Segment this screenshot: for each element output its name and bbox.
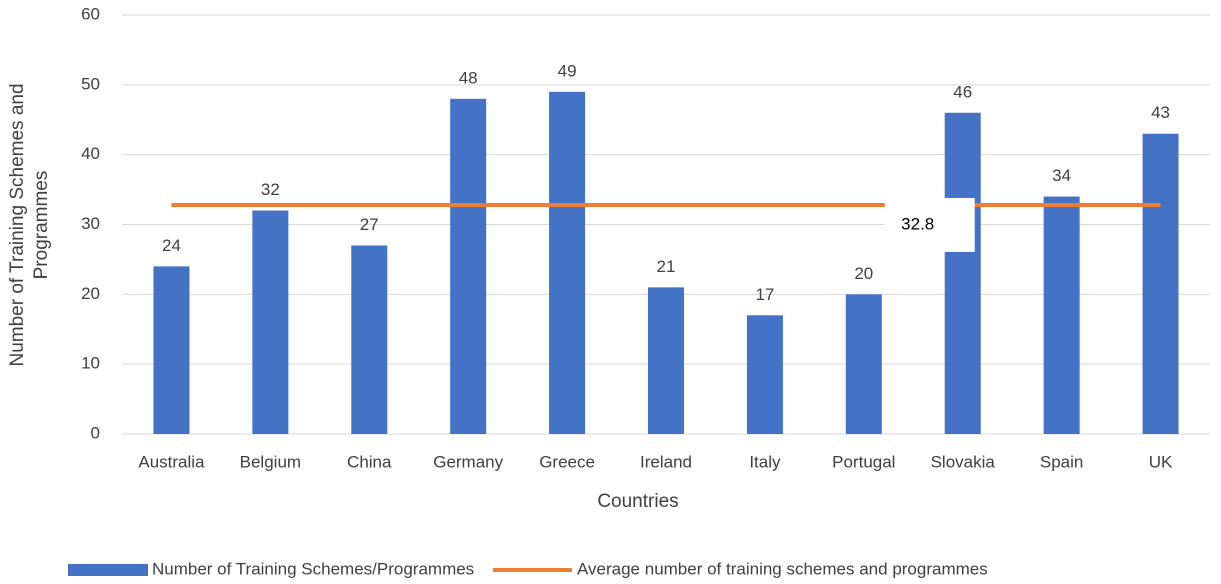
y-tick-label: 30 <box>81 214 100 233</box>
x-tick-label: Greece <box>539 452 595 471</box>
data-label-box <box>884 197 975 252</box>
data-label: 17 <box>755 285 774 304</box>
bar <box>252 210 289 434</box>
x-tick-label: Australia <box>138 452 205 471</box>
x-axis-title: Countries <box>597 491 678 512</box>
bar <box>944 112 981 435</box>
bar <box>1043 196 1080 434</box>
bar <box>351 245 388 434</box>
x-tick-label: Portugal <box>832 452 895 471</box>
data-label: 34 <box>1052 166 1071 185</box>
x-tick-label: Italy <box>749 452 781 471</box>
x-tick-label: Slovakia <box>931 452 996 471</box>
data-label: 49 <box>558 61 577 80</box>
bar <box>153 266 190 434</box>
data-label: 27 <box>360 215 379 234</box>
data-label: 32.8 <box>901 214 934 233</box>
y-tick-label: 0 <box>91 423 100 442</box>
data-label: 32 <box>261 180 280 199</box>
data-label: 46 <box>953 82 972 101</box>
bar <box>1142 133 1179 434</box>
bar <box>648 287 684 434</box>
data-label: 43 <box>1151 103 1170 122</box>
x-tick-label: Ireland <box>640 452 692 471</box>
legend-swatch <box>68 564 148 576</box>
y-tick-label: 50 <box>81 74 100 93</box>
y-tick-label: 60 <box>81 4 100 23</box>
bar <box>450 98 487 435</box>
y-tick-label: 10 <box>81 354 100 373</box>
bar <box>845 294 882 434</box>
x-tick-label: Spain <box>1040 452 1083 471</box>
y-axis-title: Programmes <box>31 171 52 280</box>
bar <box>746 315 783 434</box>
legend-label: Average number of training schemes and p… <box>577 559 988 578</box>
y-tick-label: 40 <box>81 144 100 163</box>
data-label: 21 <box>657 257 676 276</box>
y-axis-title: Number of Training Schemes and <box>7 83 28 366</box>
legend-label: Number of Training Schemes/Programmes <box>152 559 474 578</box>
x-tick-label: China <box>347 452 392 471</box>
x-tick-label: Germany <box>433 452 503 471</box>
data-label: 20 <box>854 264 873 283</box>
x-tick-label: UK <box>1149 452 1173 471</box>
bar <box>549 91 586 435</box>
data-label: 24 <box>162 236 181 255</box>
x-tick-label: Belgium <box>240 452 301 471</box>
data-label: 48 <box>459 68 478 87</box>
y-tick-label: 20 <box>81 284 100 303</box>
